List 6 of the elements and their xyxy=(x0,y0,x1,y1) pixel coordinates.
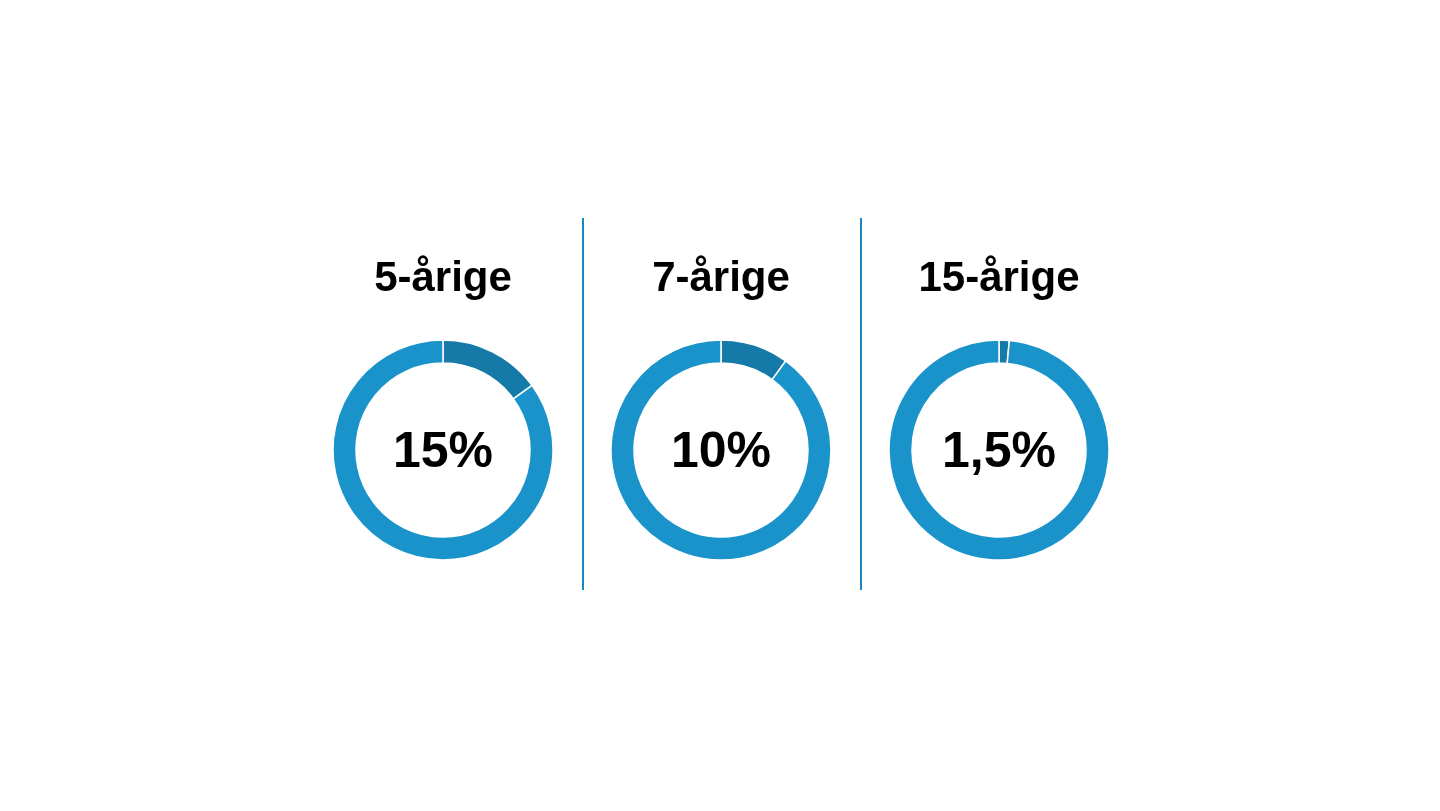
text: 15% xyxy=(392,422,494,478)
chart-title: 7-årige xyxy=(652,252,790,300)
chart-title: 15-årige xyxy=(918,252,1080,300)
text: 1,5% xyxy=(942,422,1056,478)
chart-title: 5-årige xyxy=(374,252,512,300)
text: 10% xyxy=(670,422,772,478)
